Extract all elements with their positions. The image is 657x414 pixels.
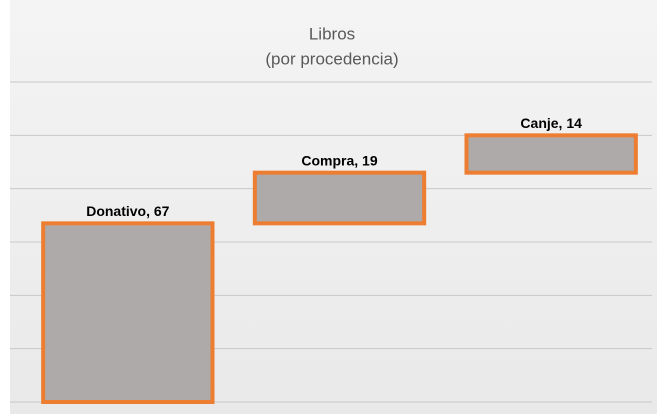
data-label: Compra, 19 (301, 152, 377, 168)
chart-subtitle: (por procedencia) (265, 49, 398, 68)
chart-title: Libros (309, 24, 355, 43)
bar (252, 170, 427, 226)
data-label: Canje, 14 (520, 115, 582, 131)
bar (464, 133, 638, 175)
data-label: Donativo, 67 (86, 203, 169, 219)
bar (41, 221, 215, 404)
